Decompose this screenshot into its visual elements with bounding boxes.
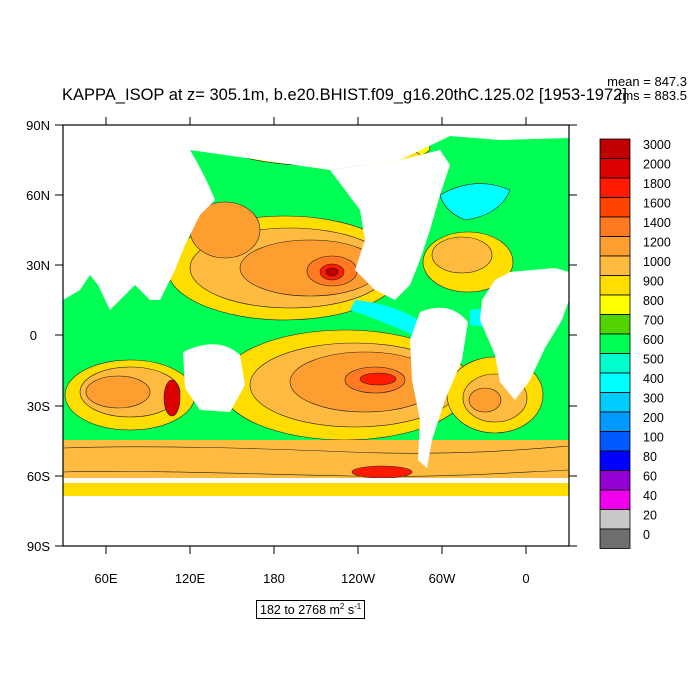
- africa-landmass: [480, 268, 569, 400]
- range-sup-1: 2: [339, 602, 345, 611]
- colorbar-label: 100: [643, 431, 664, 445]
- range-label: 182 to 2768 m2 s-1: [256, 600, 366, 620]
- south-atlantic-contour-1200: [468, 387, 502, 413]
- colorbar-label: 600: [643, 333, 664, 347]
- colorbar-box: [599, 411, 631, 432]
- south-america-landmass: [410, 307, 468, 468]
- colorbar-box: [599, 353, 631, 374]
- range-text: 182 to 2768 m: [260, 603, 340, 618]
- colorbar-box: [599, 138, 631, 159]
- colorbar: 3000200018001600140012001000900800700600…: [599, 138, 671, 549]
- colorbar-label: 200: [643, 411, 664, 425]
- colorbar-label: 80: [643, 450, 657, 464]
- antarctica-landmass: [63, 496, 569, 546]
- colorbar-label: 300: [643, 392, 664, 406]
- lon-axis: 60E 120E 180 120W 60W 0: [94, 117, 530, 586]
- colorbar-label: 1600: [643, 197, 671, 211]
- lon-tick-label: 120W: [341, 571, 376, 586]
- lat-tick-label: 60S: [27, 469, 50, 484]
- colorbar-label: 20: [643, 509, 657, 523]
- colorbar-box: [599, 216, 631, 237]
- lat-tick-label: 0: [30, 328, 37, 343]
- southern-ocean-max: [351, 465, 413, 479]
- range-sup-2: -1: [354, 602, 362, 611]
- colorbar-box: [599, 177, 631, 198]
- lat-axis: 90N 60N 30N 0 30S 60S 90S: [26, 118, 577, 554]
- colorbar-box: [599, 528, 631, 549]
- south-pacific-contour-1800: [359, 372, 397, 386]
- lat-tick-label: 60N: [26, 188, 50, 203]
- arctic-landmass: [63, 125, 569, 170]
- australia-landmass: [183, 344, 245, 412]
- north-pacific-contour-3000: [325, 267, 339, 277]
- colorbar-box: [599, 255, 631, 276]
- north-atlantic-contour-1000: [431, 236, 493, 274]
- lat-tick-label: 90N: [26, 118, 50, 133]
- colorbar-label: 500: [643, 353, 664, 367]
- colorbar-label: 800: [643, 294, 664, 308]
- range-text-mid: s: [344, 603, 355, 618]
- lon-tick-label: 60E: [94, 571, 117, 586]
- colorbar-label: 0: [643, 528, 650, 542]
- colorbar-label: 3000: [643, 138, 671, 152]
- colorbar-box: [599, 431, 631, 452]
- indian-ocean-contour-1200: [85, 375, 151, 409]
- colorbar-label: 60: [643, 470, 657, 484]
- colorbar-label: 900: [643, 275, 664, 289]
- colorbar-label: 1200: [643, 236, 671, 250]
- colorbar-label: 1400: [643, 216, 671, 230]
- labrador-sea-low: [439, 183, 511, 221]
- lon-tick-label: 180: [263, 571, 285, 586]
- colorbar-label: 1000: [643, 255, 671, 269]
- ocean-field: [63, 125, 569, 546]
- lat-tick-label: 30N: [26, 258, 50, 273]
- rms-stat: rms = 883.5: [617, 88, 687, 103]
- colorbar-box: [599, 197, 631, 218]
- colorbar-label: 700: [643, 314, 664, 328]
- lat-tick-label: 30S: [27, 399, 50, 414]
- lon-tick-label: 120E: [175, 571, 206, 586]
- colorbar-label: 1800: [643, 177, 671, 191]
- southern-ocean-contour-a: [63, 445, 569, 454]
- leeuwin-current-max: [163, 379, 181, 417]
- lon-tick-label: 0: [522, 571, 529, 586]
- colorbar-box: [599, 392, 631, 413]
- colorbar-box: [599, 314, 631, 335]
- colorbar-box: [599, 489, 631, 510]
- colorbar-label: 400: [643, 372, 664, 386]
- colorbar-box: [599, 275, 631, 296]
- colorbar-label: 40: [643, 489, 657, 503]
- colorbar-box: [599, 450, 631, 471]
- lat-tick-label: 90S: [27, 539, 50, 554]
- antarctica-coast: [63, 478, 569, 483]
- colorbar-label: 2000: [643, 158, 671, 172]
- equatorial-pacific-low: [350, 300, 425, 338]
- colorbar-box: [599, 333, 631, 354]
- mean-stat: mean = 847.3: [607, 74, 687, 89]
- colorbar-box: [599, 509, 631, 530]
- eurasia-landmass: [63, 148, 215, 310]
- north-america-landmass: [330, 150, 450, 300]
- colorbar-box: [599, 158, 631, 179]
- colorbar-box: [599, 294, 631, 315]
- colorbar-box: [599, 470, 631, 491]
- southern-ocean-contour-b: [63, 469, 569, 477]
- colorbar-box: [599, 372, 631, 393]
- lon-tick-label: 60W: [429, 571, 456, 586]
- plot-title: KAPPA_ISOP at z= 305.1m, b.e20.BHIST.f09…: [62, 86, 627, 104]
- colorbar-box: [599, 236, 631, 257]
